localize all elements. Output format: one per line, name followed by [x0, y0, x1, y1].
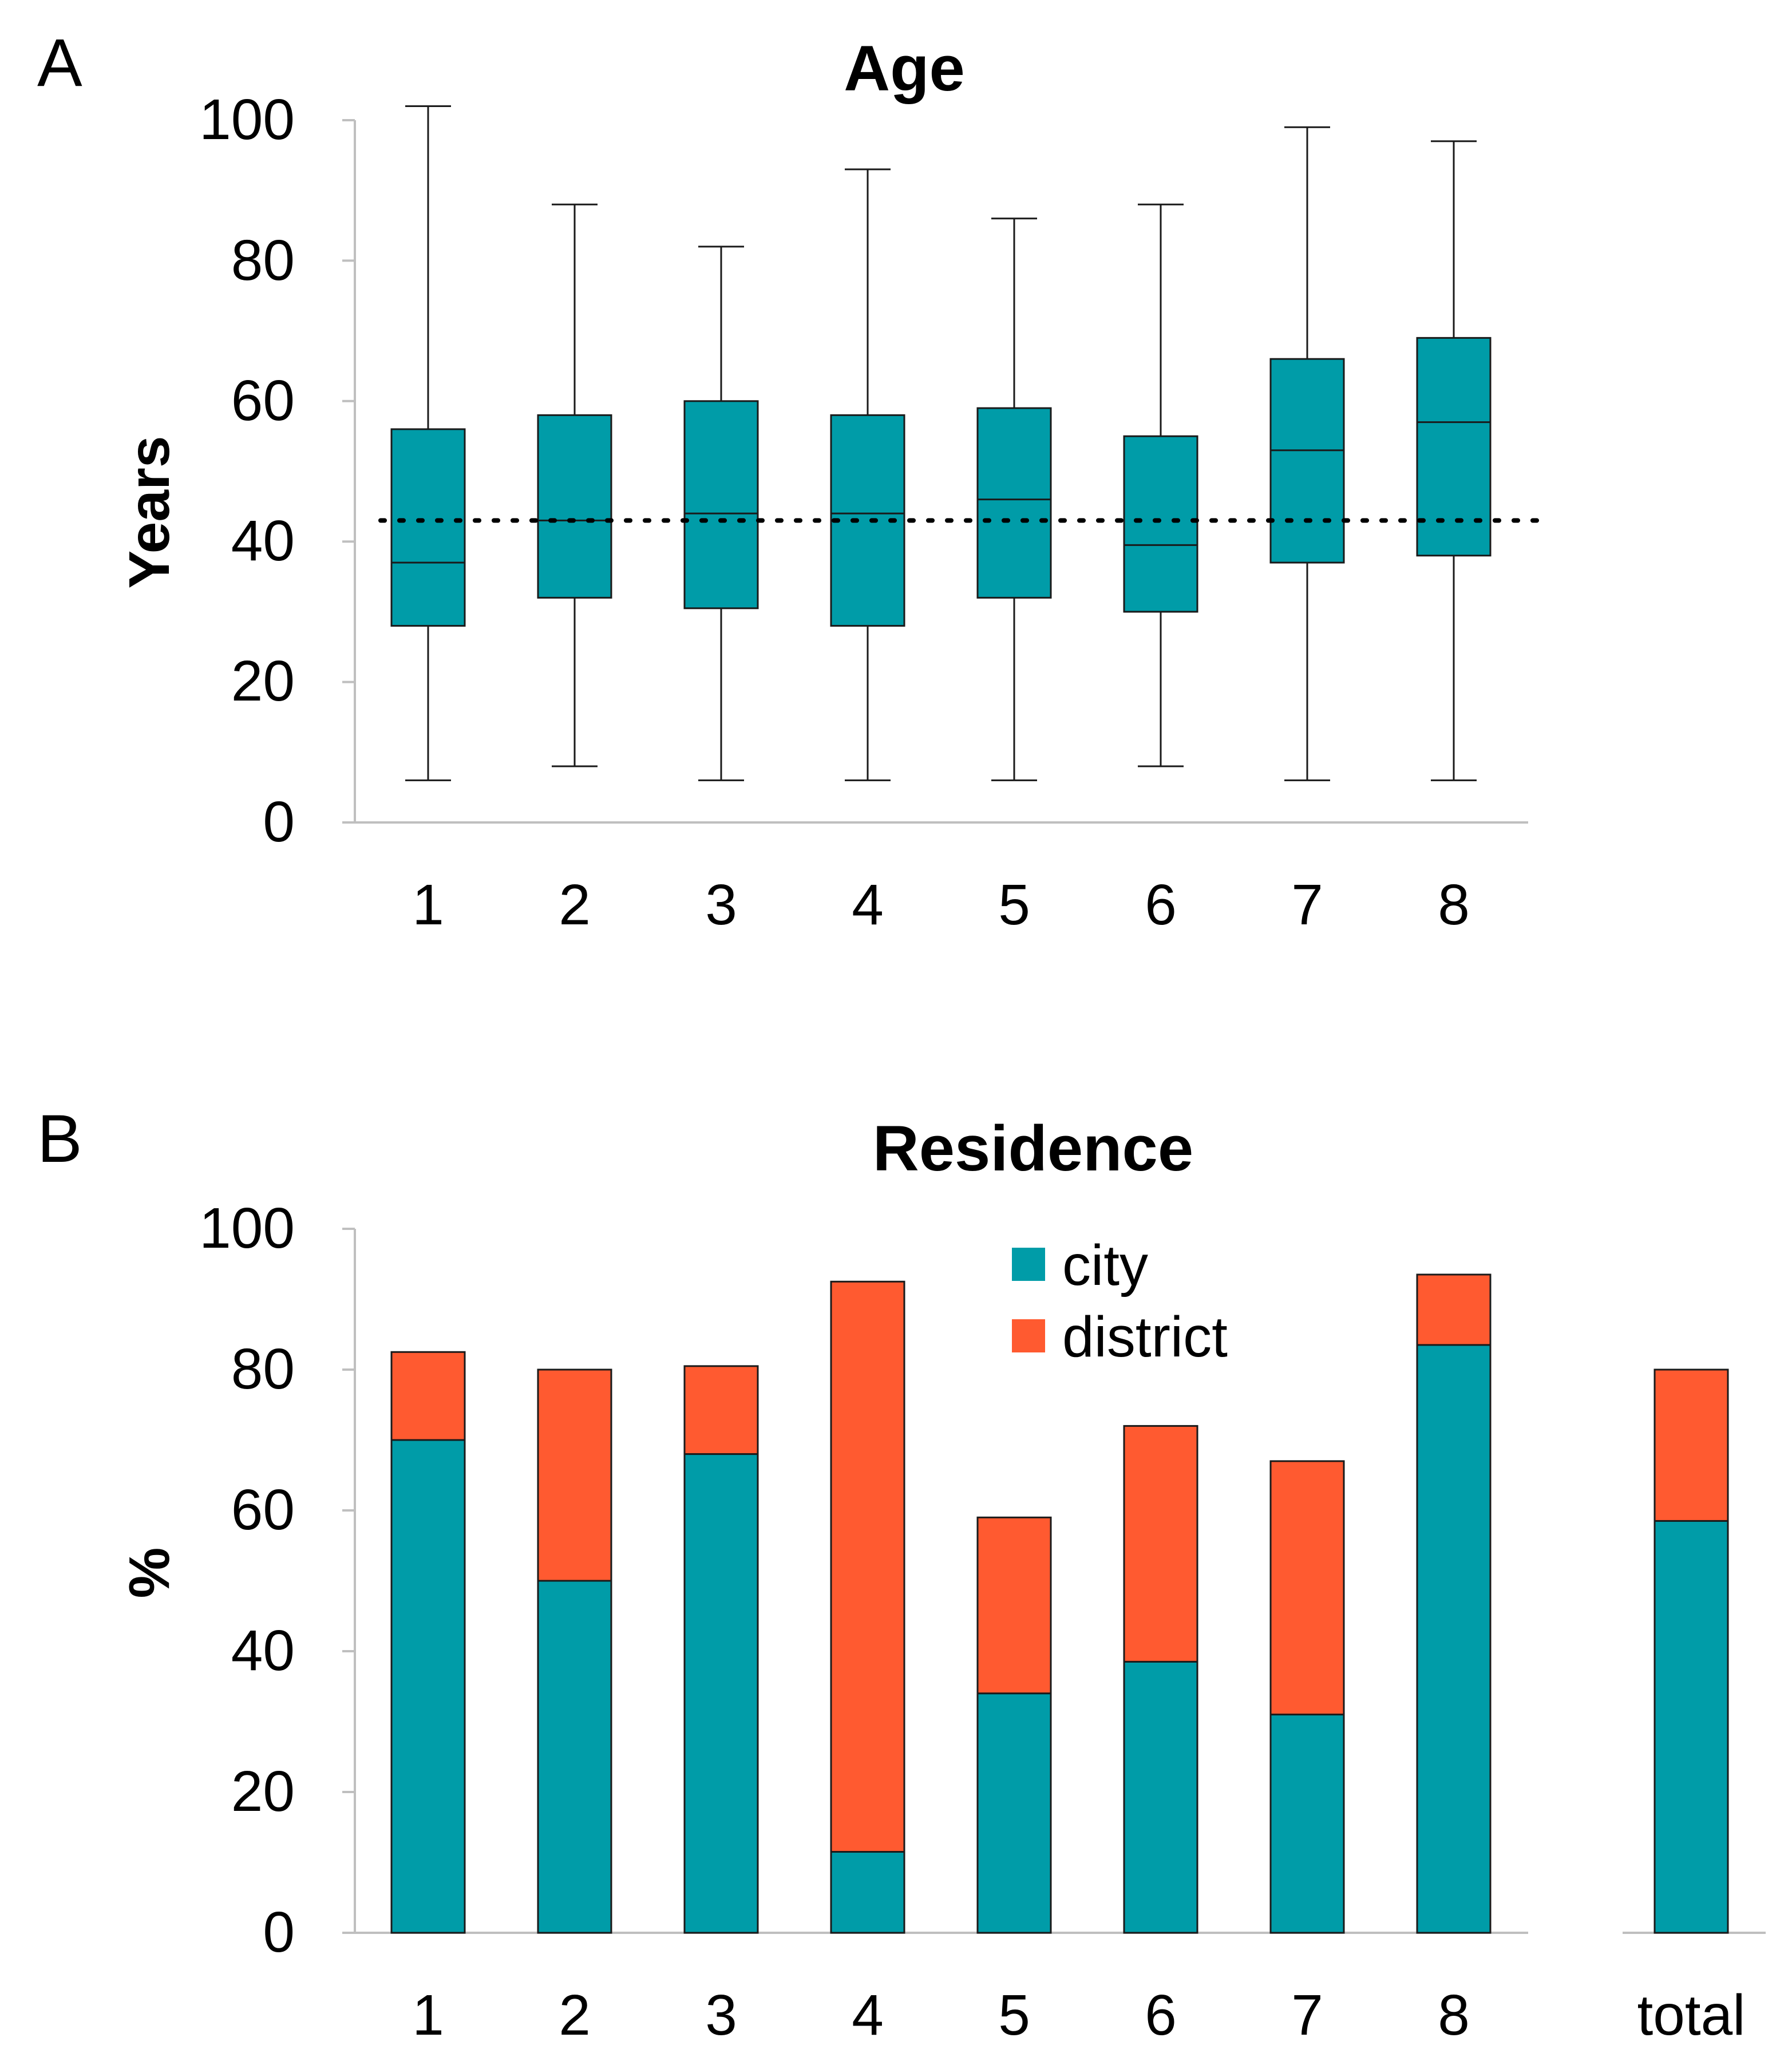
bar-district-segment — [1653, 1368, 1729, 1522]
legend-swatch-city — [1012, 1248, 1045, 1281]
residence-y-tick-40: 40 — [231, 1619, 295, 1683]
bar-city-segment — [1269, 1714, 1345, 1934]
age-x-tick-2: 2 — [559, 873, 591, 937]
age-y-tick-labels: 0 20 40 60 80 100 — [199, 88, 295, 854]
bar-city-segment — [1123, 1660, 1198, 1934]
bar-city-segment — [976, 1692, 1052, 1934]
age-y-tick-100: 100 — [199, 88, 295, 152]
box-iqr — [1269, 358, 1345, 564]
age-y-axis-label: Years — [117, 436, 181, 589]
residence-legend: city district — [1012, 1233, 1228, 1369]
bar-district-segment — [830, 1280, 905, 1853]
box-iqr — [390, 428, 466, 627]
residence-barchart-panel: B Residence % 0 20 40 60 80 100 1 2 3 4 … — [37, 1101, 1766, 2047]
residence-chart-title: Residence — [873, 1113, 1193, 1184]
bar-city-segment — [830, 1851, 905, 1934]
bar-city-segment — [390, 1439, 466, 1934]
age-x-tick-4: 4 — [852, 873, 884, 937]
bar-city-segment — [537, 1580, 612, 1934]
age-x-tick-3: 3 — [705, 873, 737, 937]
age-chart-title: Age — [844, 33, 965, 104]
age-boxes — [390, 105, 1492, 781]
bar-city-segment — [1416, 1344, 1492, 1934]
legend-label-district: district — [1062, 1305, 1228, 1369]
residence-x-tick-labels: 1 2 3 4 5 6 7 8 total — [412, 1983, 1745, 2047]
box-iqr — [537, 414, 612, 599]
age-x-tick-8: 8 — [1438, 873, 1470, 937]
bar-district-segment — [537, 1368, 612, 1582]
age-axes — [342, 119, 1528, 824]
legend-swatch-district — [1012, 1319, 1045, 1352]
residence-x-tick-8: 8 — [1438, 1983, 1470, 2047]
residence-x-tick-4: 4 — [852, 1983, 884, 2047]
residence-x-tick-1: 1 — [412, 1983, 444, 2047]
bar-district-segment — [683, 1365, 759, 1455]
age-x-tick-1: 1 — [412, 873, 444, 937]
residence-x-tick-5: 5 — [998, 1983, 1030, 2047]
age-y-tick-80: 80 — [231, 228, 295, 292]
residence-y-tick-80: 80 — [231, 1337, 295, 1401]
box-iqr — [683, 400, 759, 610]
age-y-tick-40: 40 — [231, 509, 295, 573]
legend-label-city: city — [1062, 1233, 1148, 1297]
residence-y-tick-100: 100 — [199, 1196, 295, 1260]
box-iqr — [1416, 337, 1492, 557]
panel-label-a: A — [37, 25, 82, 101]
bar-district-segment — [1416, 1273, 1492, 1346]
bar-district-segment — [1269, 1460, 1345, 1716]
residence-y-axis-label: % — [117, 1548, 181, 1599]
age-boxplot-panel: A Age Years 0 20 40 60 80 100 1 2 3 4 5 … — [37, 25, 1542, 937]
age-y-tick-0: 0 — [263, 790, 295, 854]
residence-x-tick-7: 7 — [1291, 1983, 1323, 2047]
bar-district-segment — [390, 1351, 466, 1441]
residence-bars — [390, 1273, 1729, 1934]
age-x-tick-5: 5 — [998, 873, 1030, 937]
box-iqr — [1123, 435, 1198, 613]
age-x-tick-labels: 1 2 3 4 5 6 7 8 — [412, 873, 1470, 937]
residence-x-tick-total: total — [1637, 1983, 1745, 2047]
bar-district-segment — [976, 1516, 1052, 1695]
residence-x-tick-2: 2 — [559, 1983, 591, 2047]
age-x-tick-6: 6 — [1145, 873, 1177, 937]
residence-x-tick-6: 6 — [1145, 1983, 1177, 2047]
bar-district-segment — [1123, 1425, 1198, 1663]
residence-y-tick-60: 60 — [231, 1478, 295, 1542]
box-iqr — [976, 407, 1052, 599]
residence-y-tick-20: 20 — [231, 1759, 295, 1823]
age-x-tick-7: 7 — [1291, 873, 1323, 937]
residence-y-tick-labels: 0 20 40 60 80 100 — [199, 1196, 295, 1964]
age-y-tick-20: 20 — [231, 649, 295, 713]
bar-city-segment — [683, 1453, 759, 1934]
residence-x-tick-3: 3 — [705, 1983, 737, 2047]
bar-city-segment — [1653, 1520, 1729, 1934]
panel-label-b: B — [37, 1101, 82, 1177]
residence-y-tick-0: 0 — [263, 1900, 295, 1964]
age-y-tick-60: 60 — [231, 369, 295, 433]
